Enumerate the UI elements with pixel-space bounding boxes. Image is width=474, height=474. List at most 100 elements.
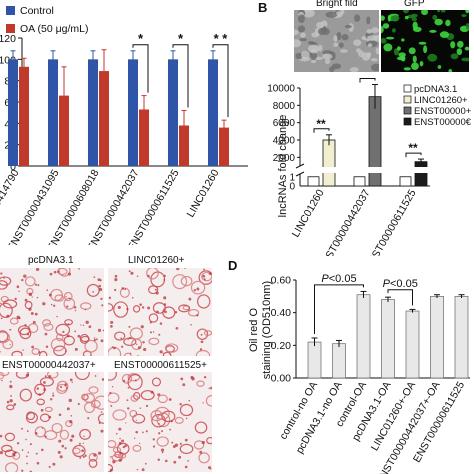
oil-red-cell <box>148 337 160 346</box>
gfp-cell <box>456 48 463 56</box>
oil-red-cell <box>129 327 143 340</box>
oil-red-cell <box>59 429 70 440</box>
lipid-droplet <box>188 414 191 416</box>
oil-red-cell <box>46 372 59 379</box>
oil-red-cell <box>164 343 179 353</box>
d-y-tick-label: 0.60 <box>271 275 292 287</box>
lipid-droplet <box>57 450 61 454</box>
d-y-tick-label: 0.00 <box>271 373 292 385</box>
a-bar-oa <box>179 125 189 166</box>
lipid-droplet <box>134 379 137 382</box>
bright-cell <box>307 41 315 45</box>
lipid-droplet <box>3 277 5 279</box>
oil-red-cell <box>140 390 155 401</box>
oil-red-cell <box>39 377 54 387</box>
oil-red-cell <box>39 350 48 356</box>
bright-cell <box>300 32 306 38</box>
lipid-droplet <box>137 355 139 356</box>
d-significance-label: P<0.05 <box>383 278 418 290</box>
lipid-droplet <box>9 380 12 383</box>
lipid-droplet <box>77 334 81 338</box>
enst42-image-label: ENST00000442037+ <box>2 360 96 371</box>
pcdna-image-label: pcDNA3.1 <box>28 255 74 266</box>
bright-cell <box>297 14 305 24</box>
oil-red-cell <box>34 426 47 438</box>
gfp-cell <box>412 55 417 63</box>
lipid-droplet <box>143 347 147 352</box>
oil-red-cell <box>151 377 162 387</box>
lipid-droplet <box>79 456 82 459</box>
d-p-symbol: P <box>383 278 391 290</box>
lipid-droplet <box>142 341 145 344</box>
oil-red-cell <box>179 403 194 417</box>
lipid-droplet <box>147 306 151 310</box>
oil-red-cell <box>194 421 208 434</box>
lipid-droplet <box>9 328 11 331</box>
a-significance-bracket <box>132 44 149 93</box>
lipid-droplet <box>49 398 53 401</box>
lipid-droplet <box>125 422 127 424</box>
lipid-droplet <box>83 435 85 437</box>
lipid-droplet <box>52 462 56 466</box>
lipid-droplet <box>52 392 54 394</box>
lipid-droplet <box>188 297 192 301</box>
lipid-droplet <box>65 296 67 298</box>
gfp-cell <box>412 21 418 30</box>
lipid-droplet <box>184 465 188 469</box>
gfp-cell <box>408 47 416 55</box>
lipid-droplet <box>24 324 27 327</box>
b-significance-bracket <box>405 152 422 158</box>
lipid-droplet <box>135 419 138 421</box>
oil-red-cell <box>43 322 54 332</box>
lipid-droplet <box>78 442 81 445</box>
bright-cell <box>341 34 349 41</box>
lipid-droplet <box>13 403 17 406</box>
lipid-droplet <box>159 322 163 325</box>
bright-cell <box>371 27 379 34</box>
lipid-droplet <box>169 353 171 355</box>
gfp-cell <box>381 15 385 21</box>
gfp-cell <box>437 65 442 69</box>
lipid-droplet <box>118 458 122 462</box>
gfp-cell <box>392 28 396 33</box>
bright-cell <box>333 35 338 42</box>
oil-red-cell <box>112 446 122 453</box>
lipid-droplet <box>200 340 204 344</box>
lipid-droplet <box>163 279 166 281</box>
lipid-droplet <box>6 314 10 318</box>
lipid-droplet <box>93 337 96 339</box>
lipid-droplet <box>196 287 200 291</box>
a-bar-oa <box>59 95 69 166</box>
lipid-droplet <box>58 413 62 417</box>
lipid-droplet <box>10 395 12 397</box>
bright-cell <box>339 49 348 53</box>
lipid-droplet <box>208 387 210 390</box>
lipid-droplet <box>44 332 48 336</box>
b-bar-overexpressed <box>414 161 428 187</box>
lipid-droplet <box>164 310 167 314</box>
lipid-droplet <box>35 452 38 455</box>
bright-cell <box>370 63 379 72</box>
lipid-droplet <box>140 325 144 329</box>
oil-red-cell <box>196 328 209 340</box>
oil-red-cell <box>79 333 90 344</box>
lipid-droplet <box>71 434 75 438</box>
lipid-droplet <box>29 470 33 472</box>
oil-red-cell <box>148 313 159 323</box>
lipid-droplet <box>136 343 138 346</box>
d-p-value: <0.05 <box>390 278 418 290</box>
lipid-droplet <box>48 465 51 468</box>
bright-field-label: Bright fild <box>316 0 358 9</box>
bright-cell <box>301 50 310 60</box>
oil-red-cell <box>56 333 64 342</box>
oil-red-cell <box>201 271 212 282</box>
lipid-droplet <box>100 339 104 343</box>
lipid-droplet <box>31 345 35 349</box>
oil-red-cell <box>0 330 9 343</box>
lipid-droplet <box>21 427 24 430</box>
lipid-droplet <box>49 272 53 276</box>
lipid-droplet <box>190 375 194 380</box>
lipid-droplet <box>84 308 87 311</box>
lipid-droplet <box>34 312 38 316</box>
gfp-cell <box>418 41 427 45</box>
